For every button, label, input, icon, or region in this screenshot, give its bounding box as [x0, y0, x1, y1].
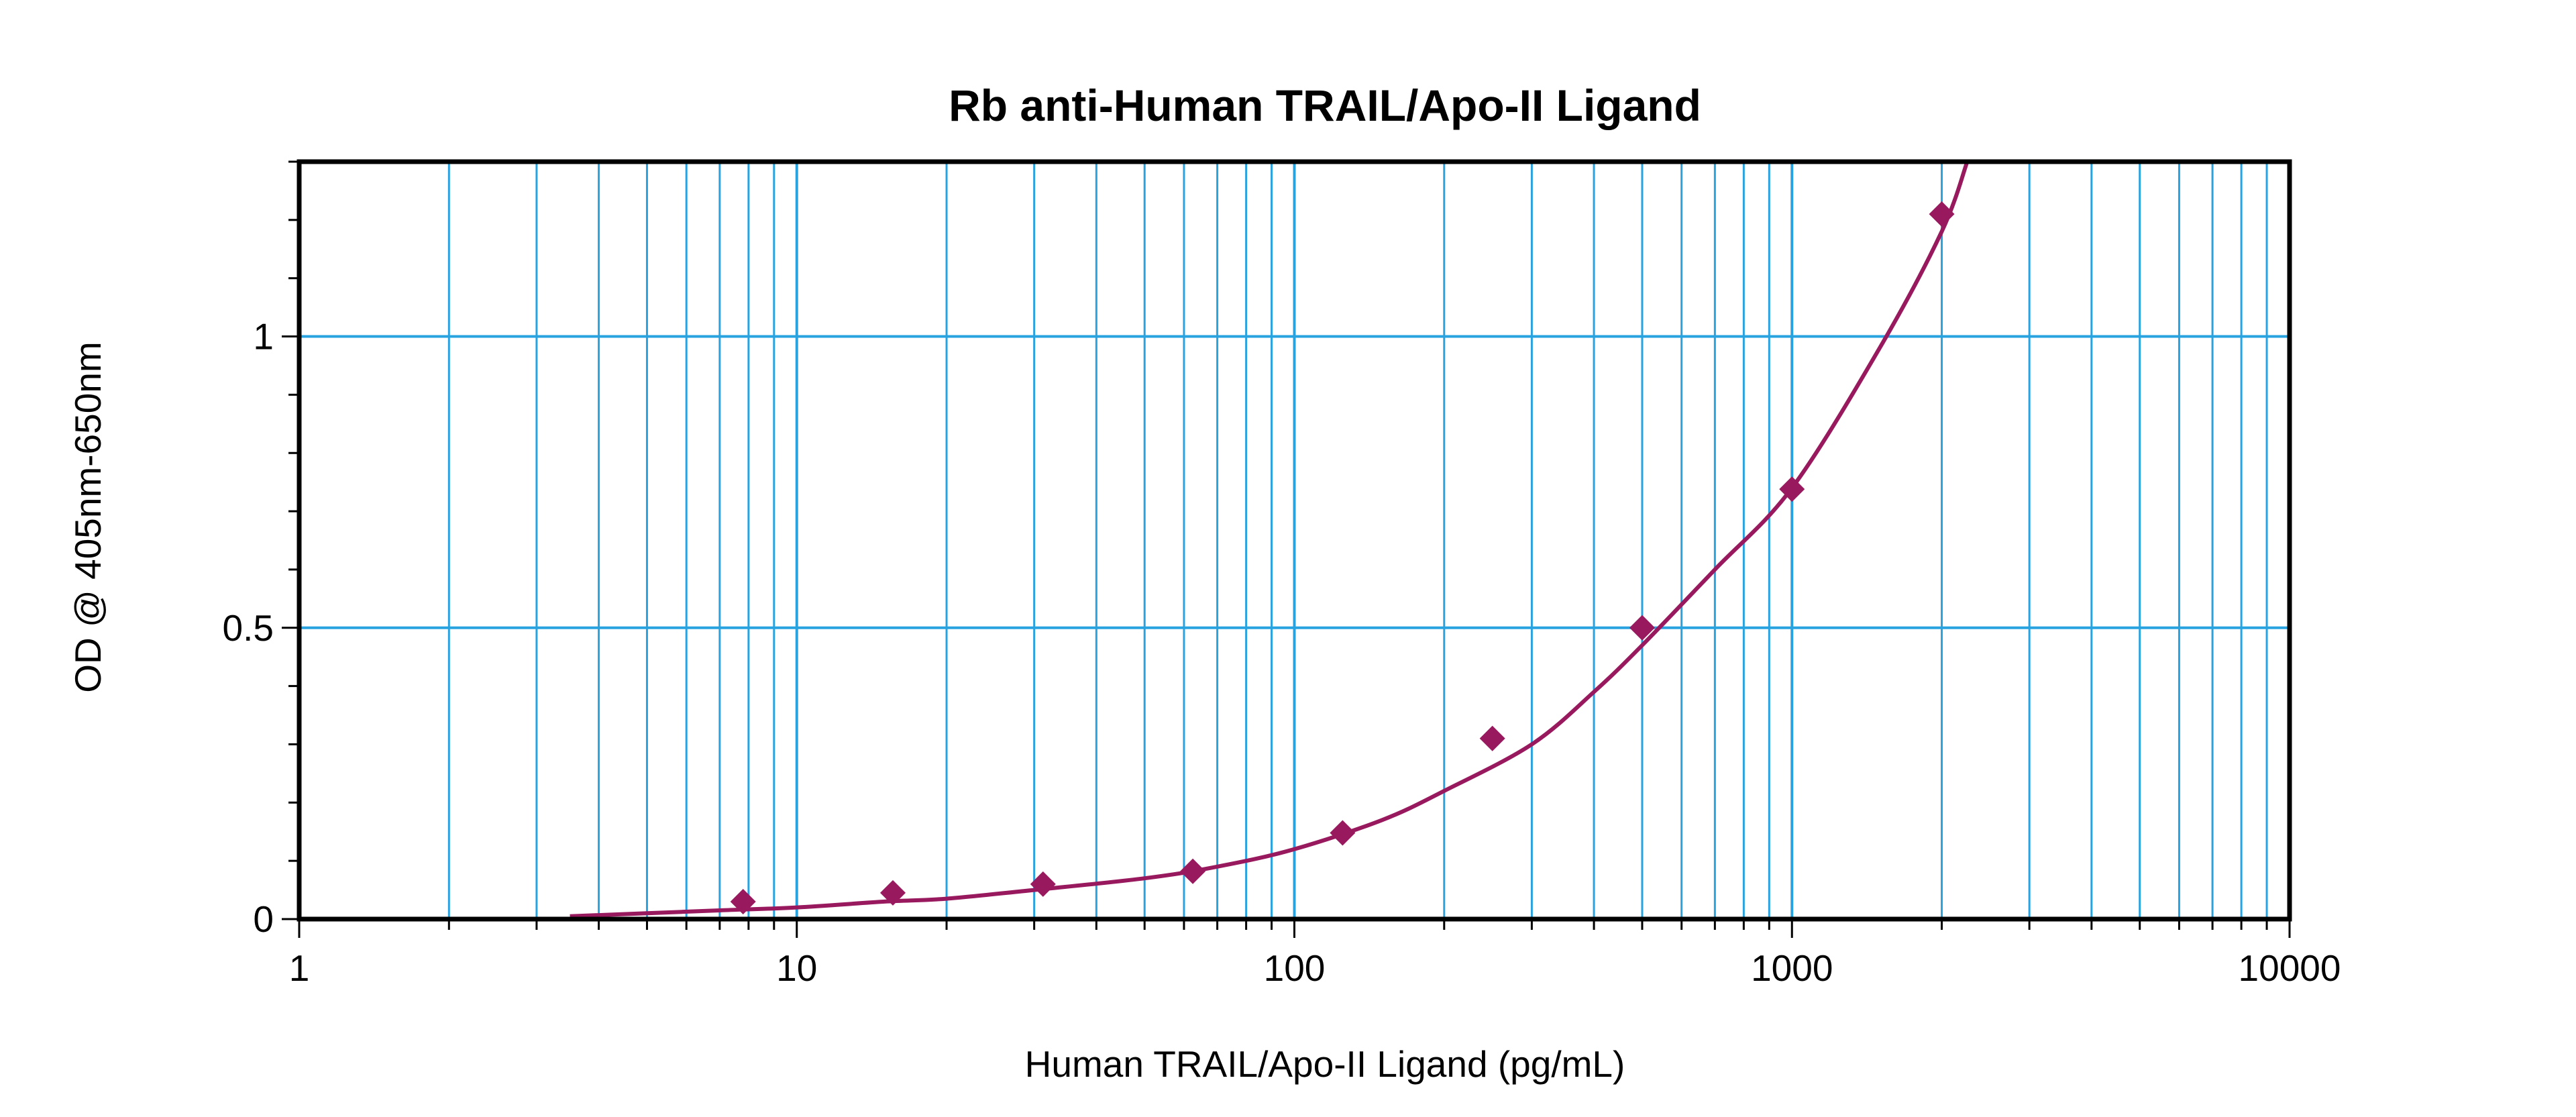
- data-point-marker: [1030, 871, 1056, 897]
- data-point-marker: [1929, 201, 1955, 227]
- data-point-marker: [1779, 476, 1805, 502]
- data-point-marker: [1629, 615, 1655, 641]
- fit-curve: [570, 160, 1970, 918]
- chart-title: Rb anti-Human TRAIL/Apo-II Ligand: [949, 81, 1701, 130]
- y-axis-label: OD @ 405nm-650nm: [67, 341, 109, 693]
- data-point-marker: [880, 880, 906, 906]
- x-axis-label: Human TRAIL/Apo-II Ligand (pg/mL): [1025, 1043, 1625, 1085]
- x-tick-label: 1000: [1751, 947, 1833, 989]
- tick-layer: 0 0.5 1 1 10 100 1000 10000: [223, 160, 2341, 989]
- x-tick-label: 10000: [2239, 947, 2341, 989]
- points-layer: [730, 201, 1955, 914]
- y-tick-label: 0.5: [223, 607, 274, 649]
- data-point-marker: [1330, 820, 1356, 846]
- data-point-marker: [1479, 725, 1505, 751]
- y-tick-label: 1: [253, 316, 274, 358]
- data-point-marker: [730, 888, 756, 914]
- x-tick-label: 1: [289, 947, 310, 989]
- x-tick-label: 100: [1264, 947, 1326, 989]
- x-tick-label: 10: [776, 947, 817, 989]
- y-tick-label: 0: [253, 898, 274, 940]
- curve-layer: [570, 160, 1970, 918]
- data-point-marker: [1180, 858, 1206, 884]
